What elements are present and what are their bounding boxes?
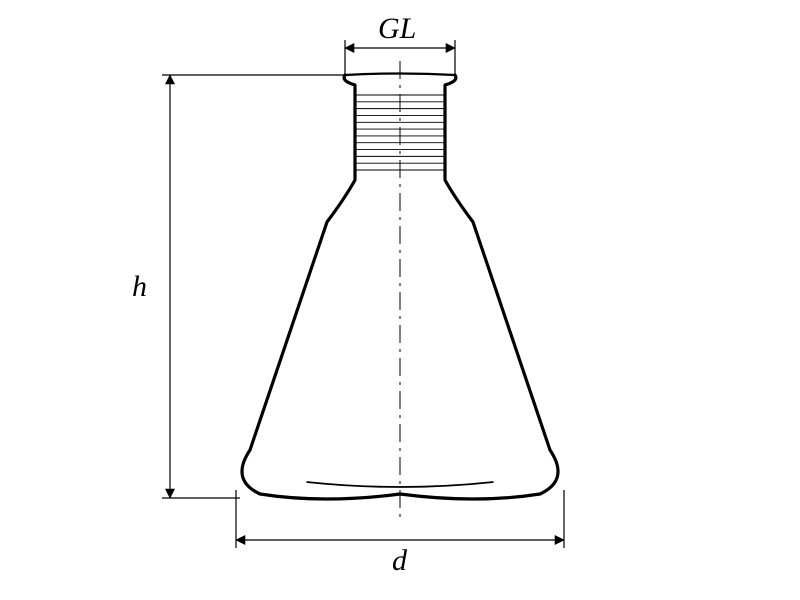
neck-label: GL [378,12,416,46]
flask-drawing [0,0,800,600]
diagram-container: h d GL [0,0,800,600]
diameter-label: d [392,544,407,578]
height-label: h [132,270,147,304]
